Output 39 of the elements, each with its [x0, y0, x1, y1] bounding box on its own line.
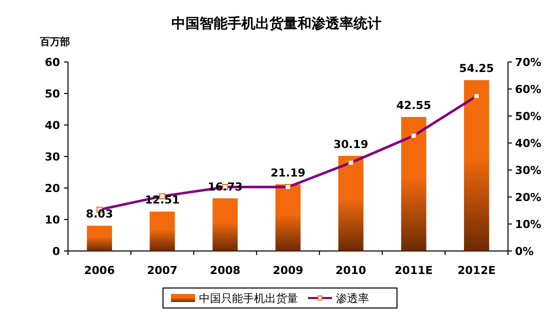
data-label: 54.25: [459, 62, 494, 76]
y-tick-label: 20: [44, 182, 60, 195]
data-label: 42.55: [396, 98, 432, 112]
y2-tick-label: 60%: [515, 83, 542, 96]
bar: [86, 226, 112, 251]
x-tick-label: 2009: [272, 264, 304, 277]
y2-tick-label: 0%: [515, 245, 534, 258]
x-tick-label: 2010: [336, 264, 367, 277]
data-label: 12.51: [144, 194, 180, 207]
y2-tick-label: 30%: [515, 164, 542, 177]
bar: [464, 80, 490, 251]
y-tick-label: 0: [52, 245, 60, 258]
data-label: 21.19: [270, 166, 306, 180]
y-tick-label: 40: [44, 119, 60, 132]
x-tick-label: 2006: [84, 264, 116, 277]
legend-label: 渗透率: [336, 292, 369, 305]
y2-tick-label: 10%: [515, 218, 542, 231]
y-tick-label: 50: [44, 88, 60, 100]
x-tick-label: 2007: [146, 264, 178, 277]
x-tick-label: 2012E: [458, 264, 496, 277]
y2-tick-label: 50%: [515, 110, 542, 123]
bar: [150, 212, 175, 251]
x-tick-label: 2008: [210, 264, 240, 277]
y2-tick-label: 40%: [515, 137, 542, 150]
bar: [338, 156, 364, 251]
y2-tick-label: 20%: [515, 191, 542, 204]
bar: [275, 184, 301, 251]
y2-tick-label: 70%: [515, 56, 542, 69]
x-tick-label: 2011E: [394, 264, 433, 277]
y-tick-label: 30: [44, 150, 60, 164]
y-tick-label: 10: [44, 214, 60, 226]
chart-title: 中国智能手机出货量和渗透率统计: [172, 15, 382, 32]
bar: [401, 116, 426, 251]
data-label: 30.19: [333, 138, 368, 151]
y-axis-title: 百万部: [39, 36, 70, 48]
data-label: 8.03: [86, 208, 113, 221]
y-tick-label: 60: [44, 56, 60, 69]
bar: [212, 198, 238, 251]
legend-label: 中国只能手机出货量: [199, 292, 298, 305]
